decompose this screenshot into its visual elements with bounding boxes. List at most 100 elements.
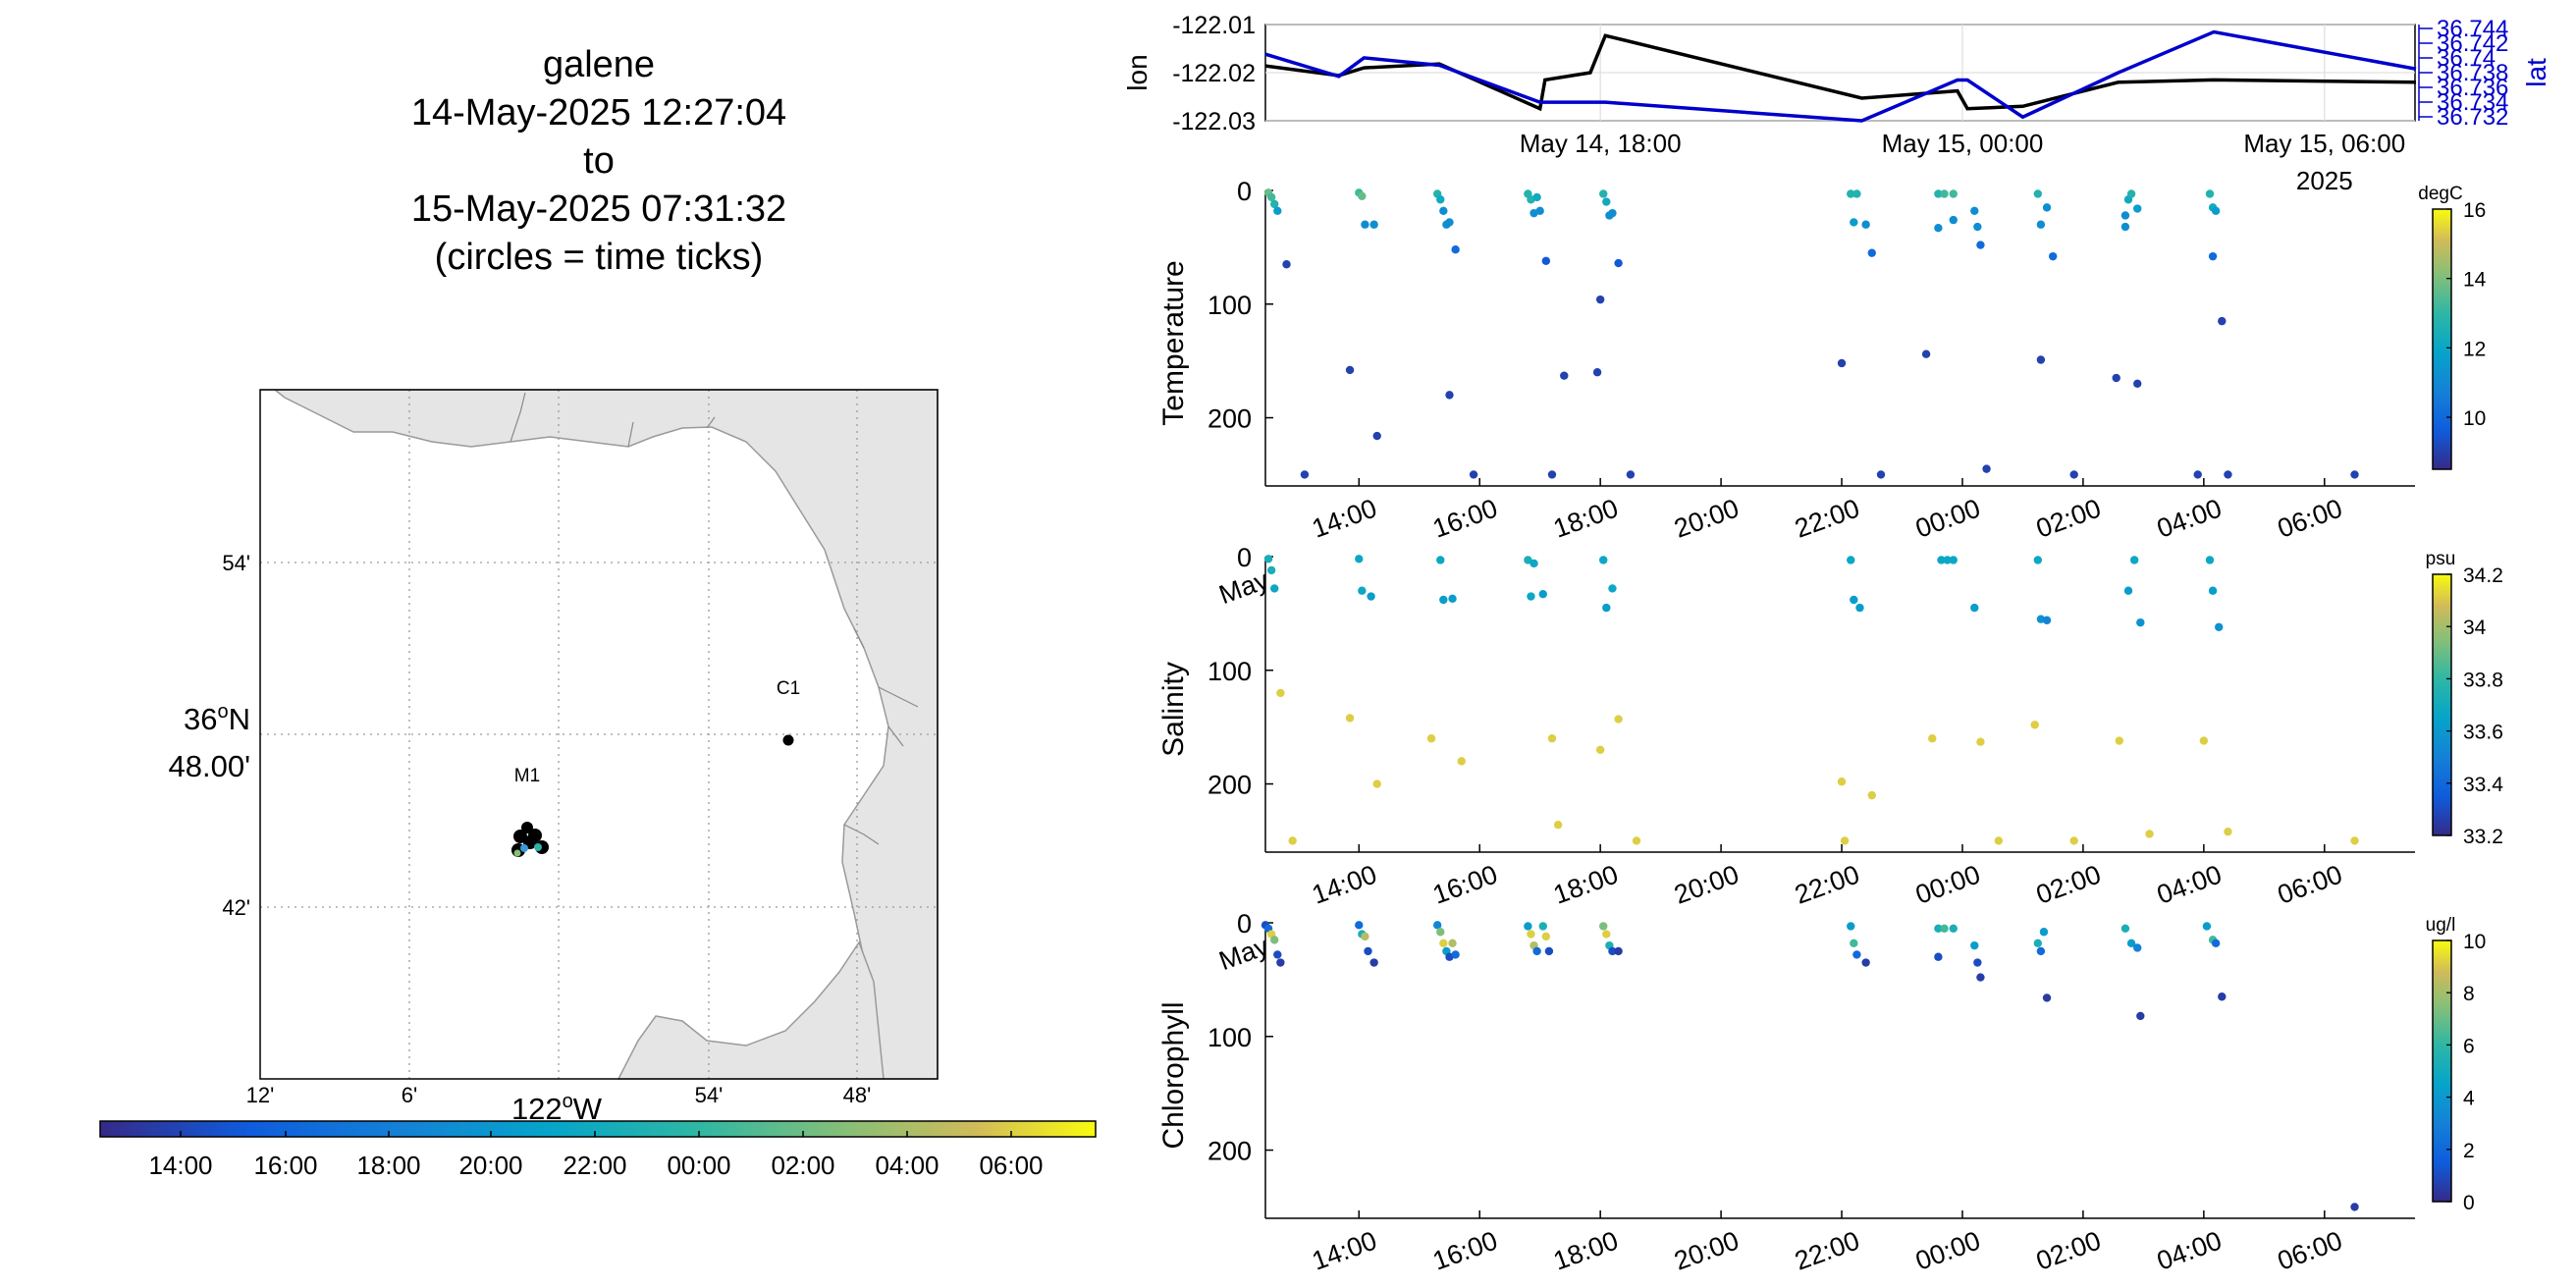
data-point: [2129, 556, 2139, 564]
data-point: [1976, 973, 1985, 982]
lat-tick-label: 36.742: [2437, 30, 2508, 57]
data-point: [2208, 251, 2218, 261]
station-c1: C1: [777, 678, 800, 746]
colorbar-tick-label: 33.4: [2463, 774, 2503, 796]
data-point: [1970, 206, 1979, 216]
data-point: [1527, 592, 1535, 601]
colorbar-tick-label: 34: [2463, 617, 2487, 639]
colorbar-tick-label: 14: [2463, 269, 2487, 292]
colorbar-units: ug/l: [2426, 915, 2456, 936]
data-point: [2112, 373, 2120, 383]
data-point: [2033, 189, 2043, 198]
data-point: [1934, 924, 1943, 933]
data-point: [1970, 603, 1979, 613]
data-point: [1973, 958, 1982, 967]
data-point: [2350, 470, 2359, 479]
data-point: [1976, 737, 1985, 746]
data-point: [1595, 295, 1605, 304]
time-colorbar-label: 18:00: [356, 1151, 420, 1180]
data-point: [2199, 736, 2209, 745]
data-point: [1599, 922, 1608, 931]
y-tick-label: 200: [1208, 771, 1252, 800]
data-point: [2205, 556, 2215, 564]
track-marker: [521, 822, 533, 833]
x-tick-label: 04:00: [2153, 859, 2226, 909]
colorbar: [2432, 573, 2452, 836]
lat-tick-label: 36.736: [2437, 75, 2508, 101]
data-point: [2133, 943, 2142, 952]
data-point: [1524, 922, 1532, 931]
data-point: [1867, 248, 1876, 257]
data-point: [1973, 222, 1982, 232]
data-point: [1535, 206, 1544, 216]
data-point: [2069, 836, 2078, 845]
data-point: [1445, 218, 1454, 227]
data-point: [2193, 470, 2202, 479]
x-tick-label: 16:00: [1429, 1225, 1502, 1275]
data-point: [1852, 950, 1861, 959]
data-point: [1994, 836, 2004, 845]
data-point: [1626, 470, 1636, 479]
data-point: [1276, 958, 1285, 967]
map-lon-tick: 6': [402, 1083, 417, 1107]
time-colorbar-ticks: 14:00 16:00 18:00 20:00 22:00 00:00 02:00 04:00…: [148, 1131, 1044, 1180]
data-point: [1970, 940, 1979, 950]
data-point: [1345, 365, 1355, 375]
data-point: [1876, 470, 1886, 479]
data-point: [1599, 189, 1608, 198]
lat-tick-label: 36.738: [2437, 60, 2508, 86]
time-colorbar-label: 14:00: [148, 1151, 212, 1180]
data-point: [1457, 757, 1466, 766]
map-lat-center: 36oN: [184, 701, 250, 736]
data-point: [2218, 316, 2227, 326]
data-point: [1921, 349, 1931, 358]
data-point: [1940, 189, 1949, 198]
colorbar-tick-label: 4: [2463, 1088, 2475, 1110]
data-point: [1850, 595, 1858, 605]
title-note: (circles = time ticks): [434, 237, 764, 278]
data-point: [2036, 355, 2046, 364]
data-point: [1602, 197, 1611, 206]
x-tick-label: 16:00: [1429, 493, 1502, 543]
data-point: [1547, 734, 1557, 743]
time-colorbar-gradient: [99, 1120, 1097, 1138]
track-panel: -122.01-122.02-122.03lon36.74436.74236.7…: [1122, 12, 2551, 195]
map-lon-tick: 54': [695, 1083, 724, 1107]
x-tick-label: 02:00: [2032, 1225, 2105, 1275]
map-lon-tick: 48': [843, 1083, 872, 1107]
data-point: [1369, 958, 1378, 967]
data-point: [1595, 745, 1605, 755]
x-tick-label: 14:00: [1309, 1225, 1381, 1275]
data-point: [1614, 715, 1623, 724]
data-point: [1940, 924, 1949, 933]
track-marker: [513, 849, 521, 857]
data-point: [1614, 946, 1623, 956]
data-point: [1355, 921, 1364, 930]
y-tick-label: 0: [1237, 177, 1252, 206]
lon-axis-label: lon: [1122, 54, 1153, 90]
data-point: [2211, 939, 2221, 948]
data-point: [1599, 556, 1608, 564]
data-point: [1369, 220, 1378, 229]
station-m1-label: M1: [514, 766, 540, 786]
data-point: [1364, 946, 1372, 956]
track-year-label: 2025: [2296, 166, 2353, 195]
x-tick-label: 22:00: [1791, 1225, 1863, 1275]
x-tick-label: 18:00: [1549, 1225, 1622, 1275]
lon-tick-label: -122.03: [1172, 108, 1256, 135]
map-lat-center-min: 48.00': [169, 749, 251, 783]
colorbar-tick-label: 33.8: [2463, 669, 2503, 691]
data-point: [1547, 470, 1557, 479]
data-point: [1855, 603, 1864, 613]
data-point: [1934, 952, 1943, 961]
map-rivers: [510, 392, 919, 845]
x-tick-label: 22:00: [1791, 859, 1863, 909]
data-point: [1847, 189, 1855, 198]
data-point: [2215, 622, 2224, 631]
data-point: [2202, 922, 2212, 931]
data-point: [1358, 191, 1367, 200]
data-point: [2123, 586, 2133, 595]
x-tick-label: 20:00: [1670, 859, 1743, 909]
start-time: 14-May-2025 12:27:04: [410, 92, 787, 134]
